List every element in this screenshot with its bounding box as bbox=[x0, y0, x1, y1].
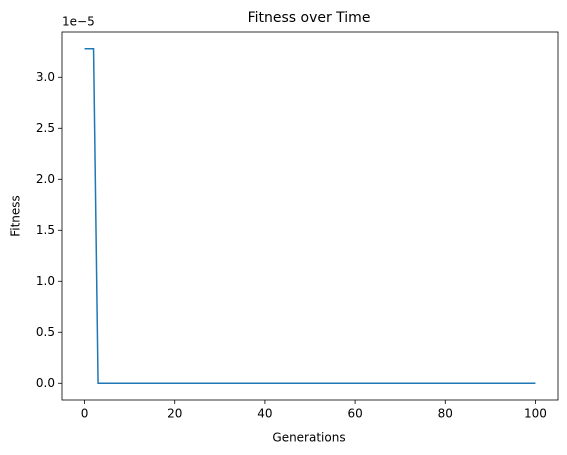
x-axis-label: Generations bbox=[272, 431, 345, 445]
x-tick-label: 100 bbox=[524, 407, 547, 421]
y-axis-label: Fitness bbox=[9, 195, 23, 237]
x-tick-label: 0 bbox=[81, 407, 89, 421]
x-tick-label: 40 bbox=[257, 407, 272, 421]
y-tick-label: 1.5 bbox=[36, 223, 55, 237]
y-tick-label: 3.0 bbox=[36, 70, 55, 84]
y-offset-label: 1e−5 bbox=[62, 15, 95, 29]
x-tick-label: 60 bbox=[347, 407, 362, 421]
y-tick-label: 2.0 bbox=[36, 172, 55, 186]
line bbox=[84, 47, 536, 385]
y-tick-label: 1.0 bbox=[36, 274, 55, 288]
x-tick-label: 80 bbox=[438, 407, 453, 421]
y-tick-label: 2.5 bbox=[36, 121, 55, 135]
chart-title: Fitness over Time bbox=[248, 10, 371, 26]
y-tick-label: 0.0 bbox=[36, 376, 55, 390]
y-tick-label: 0.5 bbox=[36, 325, 55, 339]
plot-frame bbox=[61, 31, 559, 401]
x-tick-label: 20 bbox=[167, 407, 182, 421]
